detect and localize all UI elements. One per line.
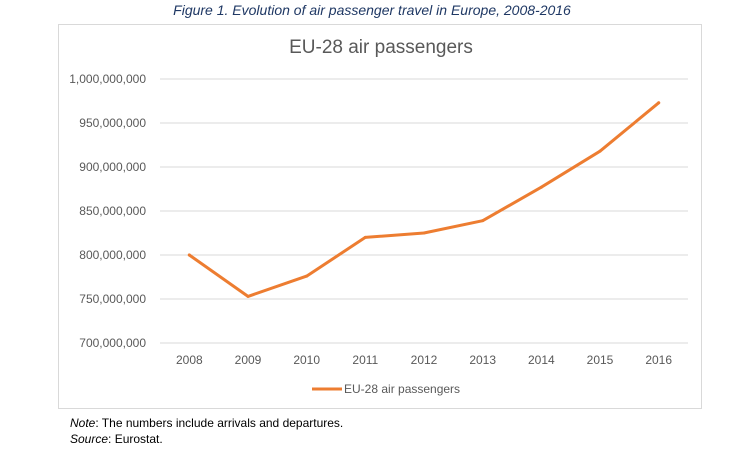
x-tick-labels: 2008 2009 2010 2011 2012 2013 2014 2015 2016	[176, 353, 672, 367]
data-point	[481, 219, 485, 223]
note-text: : The numbers include arrivals and depar…	[95, 416, 344, 430]
y-tick-label: 900,000,000	[79, 160, 146, 174]
y-tick-label: 800,000,000	[79, 248, 146, 262]
chart-title: EU-28 air passengers	[289, 37, 473, 58]
legend-label: EU-28 air passengers	[344, 382, 460, 396]
series-layer	[187, 101, 661, 298]
x-tick-label: 2011	[352, 353, 378, 367]
legend: EU-28 air passengers	[312, 382, 460, 396]
y-tick-label: 950,000,000	[79, 116, 146, 130]
x-tick-label: 2012	[411, 353, 438, 367]
data-point	[598, 149, 602, 153]
x-tick-label: 2008	[176, 353, 203, 367]
y-tick-label: 750,000,000	[79, 292, 146, 306]
data-point	[246, 294, 250, 298]
chart-frame	[58, 24, 702, 409]
data-point	[539, 185, 543, 189]
x-tick-label: 2015	[587, 353, 614, 367]
x-tick-label: 2016	[645, 353, 672, 367]
y-tick-label: 700,000,000	[79, 336, 146, 350]
figure-caption: Figure 1. Evolution of air passenger tra…	[173, 2, 571, 18]
data-point	[305, 274, 309, 278]
x-tick-label: 2010	[293, 353, 320, 367]
y-tick-label: 850,000,000	[79, 204, 146, 218]
data-point	[422, 231, 426, 235]
data-point	[187, 253, 191, 257]
x-tick-label: 2013	[469, 353, 496, 367]
source-line: Source: Eurostat.	[70, 431, 343, 447]
note-label: Note	[70, 416, 96, 430]
figure-notes: Note: The numbers include arrivals and d…	[70, 415, 343, 447]
gridlines	[160, 78, 688, 344]
data-point	[363, 235, 367, 239]
source-text: : Eurostat.	[108, 432, 163, 446]
note-line: Note: The numbers include arrivals and d…	[70, 415, 343, 431]
data-point	[657, 101, 661, 105]
y-tick-labels: 700,000,000 750,000,000 800,000,000 850,000…	[69, 72, 146, 350]
y-tick-label: 1,000,000,000	[69, 72, 146, 86]
series-line	[187, 101, 661, 298]
x-tick-label: 2014	[528, 353, 555, 367]
source-label: Source	[70, 432, 109, 446]
x-tick-label: 2009	[235, 353, 262, 367]
